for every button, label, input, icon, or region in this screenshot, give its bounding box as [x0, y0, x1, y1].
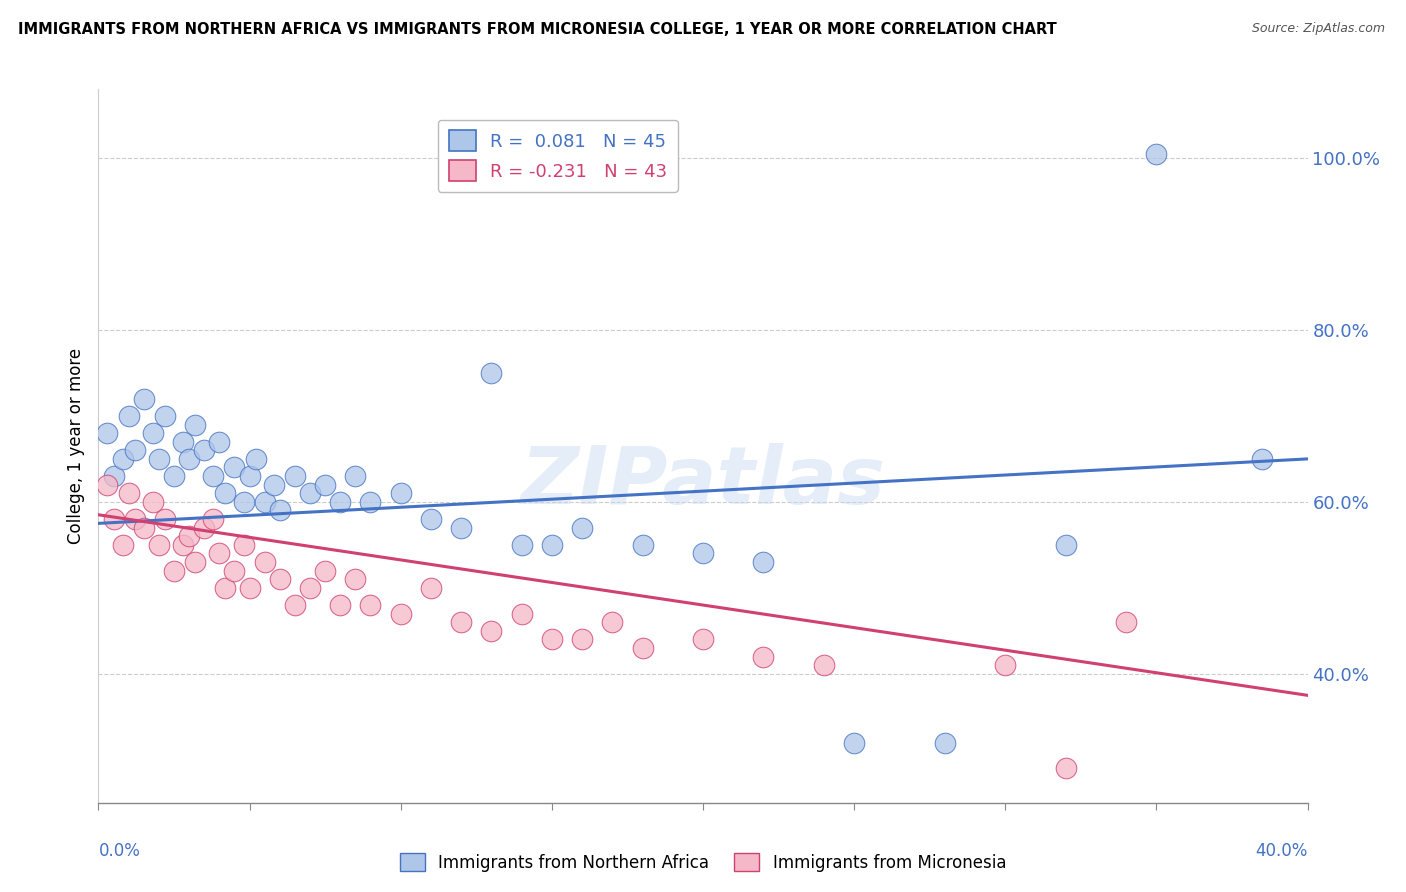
Point — [239, 581, 262, 595]
Point — [540, 632, 562, 647]
Point — [450, 615, 472, 630]
Point — [571, 632, 593, 647]
Point — [571, 521, 593, 535]
Point — [232, 538, 254, 552]
Point — [299, 486, 322, 500]
Point — [481, 624, 503, 638]
Y-axis label: College, 1 year or more: College, 1 year or more — [66, 348, 84, 544]
Point — [1115, 615, 1137, 630]
Point — [844, 736, 866, 750]
Point — [214, 486, 236, 500]
Point — [214, 581, 236, 595]
Point — [202, 469, 225, 483]
Point — [96, 477, 118, 491]
Point — [232, 495, 254, 509]
Point — [1054, 538, 1077, 552]
Legend: R =  0.081   N = 45, R = -0.231   N = 43: R = 0.081 N = 45, R = -0.231 N = 43 — [437, 120, 678, 192]
Point — [934, 736, 956, 750]
Point — [153, 409, 176, 423]
Point — [360, 598, 382, 612]
Point — [631, 641, 654, 656]
Point — [994, 658, 1017, 673]
Point — [284, 469, 307, 483]
Point — [208, 546, 231, 560]
Point — [163, 564, 186, 578]
Point — [245, 451, 267, 466]
Point — [184, 555, 207, 569]
Text: 0.0%: 0.0% — [98, 842, 141, 860]
Point — [193, 521, 215, 535]
Point — [111, 451, 134, 466]
Point — [510, 538, 533, 552]
Point — [202, 512, 225, 526]
Point — [284, 598, 307, 612]
Point — [239, 469, 262, 483]
Point — [481, 366, 503, 380]
Point — [1251, 451, 1274, 466]
Point — [179, 529, 201, 543]
Point — [329, 495, 352, 509]
Point — [118, 409, 141, 423]
Text: Source: ZipAtlas.com: Source: ZipAtlas.com — [1251, 22, 1385, 36]
Point — [172, 538, 194, 552]
Text: 40.0%: 40.0% — [1256, 842, 1308, 860]
Point — [224, 564, 246, 578]
Point — [420, 581, 443, 595]
Point — [184, 417, 207, 432]
Point — [344, 572, 367, 586]
Point — [389, 486, 412, 500]
Point — [752, 555, 775, 569]
Point — [263, 477, 285, 491]
Point — [299, 581, 322, 595]
Point — [420, 512, 443, 526]
Point — [132, 521, 155, 535]
Point — [602, 615, 624, 630]
Point — [329, 598, 352, 612]
Point — [142, 495, 165, 509]
Point — [692, 632, 714, 647]
Legend: Immigrants from Northern Africa, Immigrants from Micronesia: Immigrants from Northern Africa, Immigra… — [394, 847, 1012, 879]
Point — [360, 495, 382, 509]
Point — [172, 434, 194, 449]
Point — [1146, 146, 1168, 161]
Text: IMMIGRANTS FROM NORTHERN AFRICA VS IMMIGRANTS FROM MICRONESIA COLLEGE, 1 YEAR OR: IMMIGRANTS FROM NORTHERN AFRICA VS IMMIG… — [18, 22, 1057, 37]
Point — [132, 392, 155, 406]
Point — [118, 486, 141, 500]
Point — [179, 451, 201, 466]
Point — [124, 443, 146, 458]
Point — [752, 649, 775, 664]
Point — [153, 512, 176, 526]
Point — [163, 469, 186, 483]
Point — [253, 555, 276, 569]
Point — [148, 538, 170, 552]
Point — [124, 512, 146, 526]
Point — [344, 469, 367, 483]
Point — [631, 538, 654, 552]
Point — [510, 607, 533, 621]
Point — [692, 546, 714, 560]
Point — [269, 572, 291, 586]
Point — [103, 512, 125, 526]
Point — [142, 426, 165, 441]
Point — [1054, 761, 1077, 775]
Point — [103, 469, 125, 483]
Point — [111, 538, 134, 552]
Text: ZIPatlas: ZIPatlas — [520, 442, 886, 521]
Point — [224, 460, 246, 475]
Point — [314, 477, 336, 491]
Point — [148, 451, 170, 466]
Point — [540, 538, 562, 552]
Point — [253, 495, 276, 509]
Point — [96, 426, 118, 441]
Point — [389, 607, 412, 621]
Point — [813, 658, 835, 673]
Point — [193, 443, 215, 458]
Point — [208, 434, 231, 449]
Point — [450, 521, 472, 535]
Point — [269, 503, 291, 517]
Point — [314, 564, 336, 578]
